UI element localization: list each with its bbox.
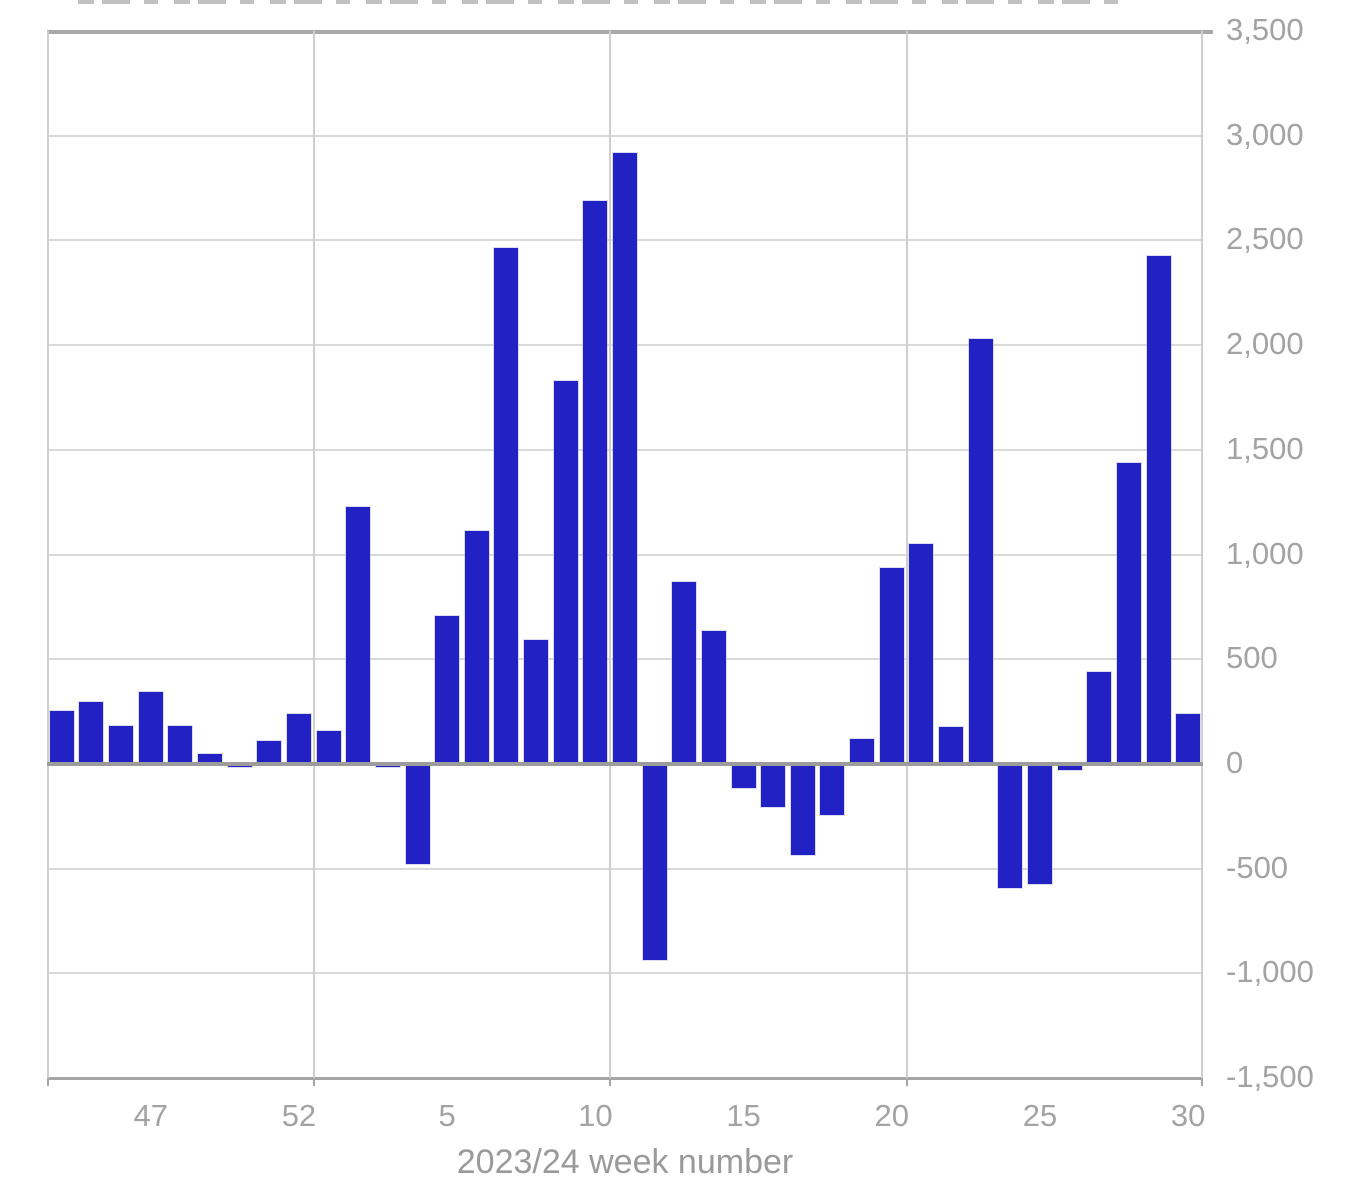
x-axis-tick-label: 47 [133,1098,168,1133]
y-axis-tick-label: 3,500 [1226,12,1304,47]
bar-week-21 [909,544,934,764]
x-axis-tick-label: 10 [578,1098,613,1133]
bar-week-10 [583,200,608,764]
x-axis-tick [47,1078,49,1086]
bar-week-13 [672,581,697,764]
bar-week-6 [464,531,489,764]
bar-week-19 [850,738,875,764]
bar-week-17 [790,763,815,855]
cropped-title-remnant [78,0,1130,4]
bar-week-47 [138,691,163,764]
plot-right-border [1201,31,1203,1078]
x-axis-tick [905,1078,908,1086]
x-axis-tick [312,1078,315,1086]
y-gridline--500 [47,867,1203,870]
y-axis-tick-label: -1,000 [1226,954,1314,990]
bar-week-12 [642,763,667,960]
bar-week-8 [524,640,549,764]
bar-week-22 [939,727,964,764]
bar-week-25 [1027,763,1052,885]
y-gridline-0 [47,761,1203,766]
y-axis-tick-label: 2,000 [1226,326,1304,362]
y-axis-tick-label: 2,500 [1226,221,1304,257]
bar-week-9 [553,380,578,764]
y-axis-tick-label: -1,500 [1226,1059,1314,1094]
bar-week-11 [613,153,637,764]
x-axis-tick-label: 20 [874,1098,909,1133]
bar-week-30 [1176,713,1201,764]
bar-week-20 [879,568,904,764]
x-gridline [905,31,908,1078]
x-axis-tick-label: 15 [726,1098,761,1133]
y-axis-tick-label: -500 [1226,849,1289,885]
bar-week-49 [198,754,223,764]
y-gridline-3000 [47,134,1203,137]
x-axis-tick [1201,1078,1203,1086]
bar-week-23 [968,338,993,764]
bar-week-45 [79,702,104,764]
y-gridline--1500 [47,1077,1203,1080]
bar-week-15 [731,763,756,788]
y-gridline-3500 [47,30,1213,34]
bar-week-14 [701,630,726,764]
y-axis-tick-label: 1,500 [1226,430,1304,466]
bar-week-1 [316,731,341,764]
x-axis-tick [609,1078,612,1086]
bar-week-44 [49,710,74,764]
y-axis-tick-label: 3,000 [1226,116,1304,152]
bar-week-5 [435,616,460,764]
plot-left-border [47,31,49,1078]
x-axis-tick-label: 30 [1170,1098,1206,1133]
y-axis-tick-label: 0 [1226,744,1244,780]
x-axis-tick-label: 52 [281,1098,317,1133]
bar-week-48 [168,726,193,764]
bar-week-26 [1057,763,1082,771]
bar-week-18 [820,763,845,816]
y-axis-tick-label: 1,000 [1226,535,1304,571]
bar-week-4 [405,763,430,865]
x-axis-tick-label: 5 [438,1098,456,1133]
bar-week-29 [1146,256,1171,764]
x-axis-tick-label: 25 [1022,1098,1058,1133]
bar-week-7 [494,247,519,764]
bar-week-16 [761,763,786,807]
bar-week-46 [109,726,134,764]
bar-week-52 [286,713,311,764]
bar-week-27 [1087,671,1112,764]
bar-week-2 [346,507,371,764]
x-gridline [312,31,315,1078]
y-axis-tick-label: 500 [1226,640,1278,676]
bar-week-28 [1116,463,1141,764]
y-gridline--1000 [47,972,1203,975]
bar-week-51 [257,740,282,764]
x-gridline [609,31,612,1078]
bar-week-24 [998,763,1023,889]
x-axis-title: 2023/24 week number [456,1143,794,1181]
